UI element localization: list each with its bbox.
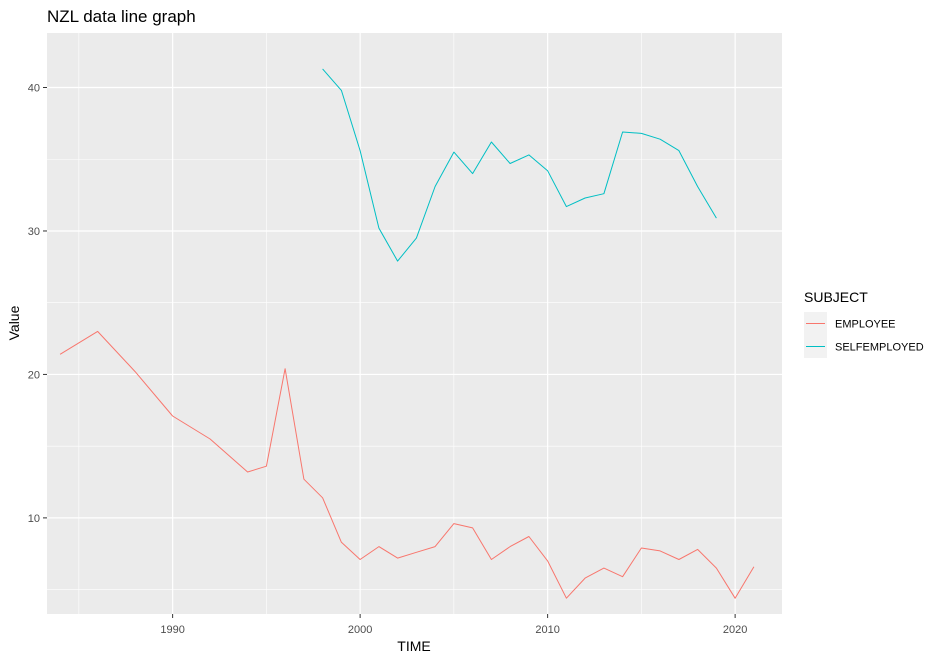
- y-tick-label: 10: [28, 513, 40, 525]
- x-tick-label: 1990: [160, 624, 184, 636]
- x-axis-title: TIME: [397, 638, 430, 654]
- legend-items: EMPLOYEE SELFEMPLOYED: [804, 312, 924, 358]
- y-axis: 10 20 30 40: [28, 83, 47, 525]
- series-line-employee: [59, 330, 755, 599]
- y-tick-label: 30: [28, 226, 40, 238]
- chart-title: NZL data line graph: [47, 7, 196, 26]
- grid-minor: [47, 33, 782, 614]
- legend-title: SUBJECT: [804, 289, 868, 305]
- plot-panel: [47, 33, 782, 614]
- x-axis: 1990 2000 2010 2020: [160, 614, 747, 636]
- x-tick-label: 2020: [723, 624, 747, 636]
- x-tick-label: 2000: [348, 624, 372, 636]
- legend: SUBJECT EMPLOYEE SELFEMPLOYED: [804, 289, 924, 358]
- grid-major: [47, 33, 782, 614]
- y-tick-label: 20: [28, 369, 40, 381]
- legend-label-selfemployed: SELFEMPLOYED: [835, 342, 924, 354]
- legend-label-employee: EMPLOYEE: [835, 319, 896, 331]
- y-axis-title: Value: [6, 305, 22, 340]
- series-line-selfemployed: [322, 68, 717, 262]
- x-tick-label: 2010: [535, 624, 559, 636]
- series-layer: [59, 68, 755, 599]
- y-tick-label: 40: [28, 83, 40, 95]
